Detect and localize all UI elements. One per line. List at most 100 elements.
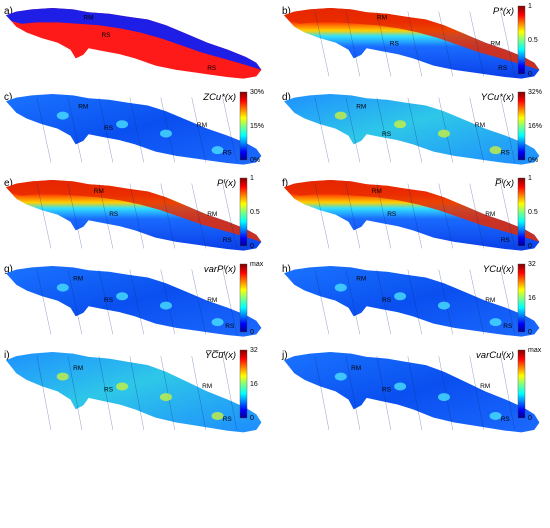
hot-spot xyxy=(159,301,172,310)
hot-spot xyxy=(56,283,69,292)
map-body: RM RS RS xyxy=(6,8,262,79)
hot-spot xyxy=(437,129,450,138)
region-label: RS xyxy=(501,237,511,244)
hot-spot xyxy=(159,393,172,402)
panel-label: j) xyxy=(281,350,288,361)
colorbar-tick: 0 xyxy=(528,243,532,250)
hot-spot xyxy=(334,372,347,381)
panel-title: Y̅C̅u̅ᴵ(x) xyxy=(205,350,236,361)
colorbar xyxy=(239,177,248,247)
section-line xyxy=(469,356,485,430)
section-line xyxy=(345,11,361,77)
section-line xyxy=(407,269,423,335)
colorbar-tick: 0 xyxy=(528,329,532,336)
panel-label: h) xyxy=(282,264,291,275)
hot-spot xyxy=(394,292,407,301)
colorbar xyxy=(517,263,526,333)
panel-a: a) RM RS RS xyxy=(4,6,262,79)
hot-spot xyxy=(489,411,502,420)
section-line xyxy=(500,97,515,163)
section-line xyxy=(67,97,83,163)
hot-spot xyxy=(394,382,407,391)
panel-label: c) xyxy=(4,92,12,103)
field-surface xyxy=(6,180,262,251)
map-body: RM RS RM RS xyxy=(6,352,262,433)
region-label: RM xyxy=(475,122,485,129)
section-line xyxy=(345,97,361,163)
colorbar-tick: 0.5 xyxy=(528,209,538,216)
region-label: RM xyxy=(480,383,490,390)
section-line xyxy=(36,97,52,163)
section-line xyxy=(222,356,237,430)
hot-spot xyxy=(334,283,347,292)
region-label: RM xyxy=(372,188,382,195)
section-line xyxy=(191,269,207,335)
section-line xyxy=(129,269,145,335)
region-label: RS xyxy=(104,386,114,393)
section-line xyxy=(222,183,237,249)
section-line xyxy=(407,11,423,77)
hot-spot xyxy=(437,393,450,402)
panel-title: YCu*(x) xyxy=(481,92,514,103)
section-line xyxy=(129,356,145,430)
section-line xyxy=(67,356,83,430)
rs-region xyxy=(6,8,262,79)
panel-h: h) RM RS RM RS YCuᴵ(x) 32 16 0 xyxy=(282,261,540,337)
colorbar xyxy=(517,91,526,161)
rm-high-band xyxy=(284,8,540,70)
region-label: RS xyxy=(382,297,392,304)
section-line xyxy=(98,356,114,430)
panel-label: a) xyxy=(4,6,13,17)
section-line xyxy=(191,183,207,249)
region-label: RM xyxy=(73,365,83,372)
region-label: RS xyxy=(207,65,217,72)
colorbar-tick: 0.5 xyxy=(250,209,260,216)
panel-title: ZCu*(x) xyxy=(202,92,236,103)
rm-high-band xyxy=(6,180,262,242)
section-line xyxy=(36,183,52,249)
hot-spot xyxy=(159,129,172,138)
section-line xyxy=(314,97,330,163)
colorbar-tick: 32 xyxy=(528,261,536,268)
section-line xyxy=(345,183,361,249)
colorbar-tick: 1 xyxy=(528,3,532,10)
colorbar-tick: 32% xyxy=(528,89,542,96)
colorbar-tick: 0% xyxy=(528,157,538,164)
rm-high-band xyxy=(284,180,540,242)
region-label: RS xyxy=(390,40,400,47)
panel-b: b) RM RS RM RS P*(x) 1 0.5 0 xyxy=(282,3,540,79)
panel-title: varCuᴵ(x) xyxy=(476,350,514,361)
section-line xyxy=(67,183,83,249)
section-line xyxy=(222,269,237,335)
colorbar xyxy=(517,177,526,247)
region-label: RS xyxy=(223,149,233,156)
region-label: RM xyxy=(356,275,366,282)
field-surface xyxy=(284,180,540,251)
section-line xyxy=(129,97,145,163)
panel-title: varPᴵ(x) xyxy=(204,264,236,275)
region-label: RS xyxy=(223,416,233,423)
colorbar-tick: 16% xyxy=(528,123,542,130)
map-body: RM RS RM RS xyxy=(284,266,540,337)
section-line xyxy=(160,356,176,430)
panel-label: g) xyxy=(4,264,13,275)
panel-g: g) RM RS RM RS varPᴵ(x) max 0 xyxy=(4,261,264,337)
section-line xyxy=(376,97,392,163)
colorbar-tick: max xyxy=(528,347,542,354)
section-line xyxy=(160,183,176,249)
panel-d: d) RM RS RM RS YCu*(x) 32% 16% 0% xyxy=(282,89,542,165)
panel-label: d) xyxy=(282,92,291,103)
section-line xyxy=(376,11,392,77)
section-line xyxy=(36,269,52,335)
region-label: RS xyxy=(501,149,511,156)
colorbar xyxy=(239,263,248,333)
map-body: RM RS RM RS xyxy=(284,94,540,165)
panel-title: Pᴵ(x) xyxy=(217,178,236,189)
section-line xyxy=(314,11,330,77)
field-surface xyxy=(284,94,540,165)
section-line xyxy=(469,11,485,77)
hot-spot xyxy=(56,111,69,120)
region-label: RM xyxy=(78,103,88,110)
section-line xyxy=(98,97,114,163)
